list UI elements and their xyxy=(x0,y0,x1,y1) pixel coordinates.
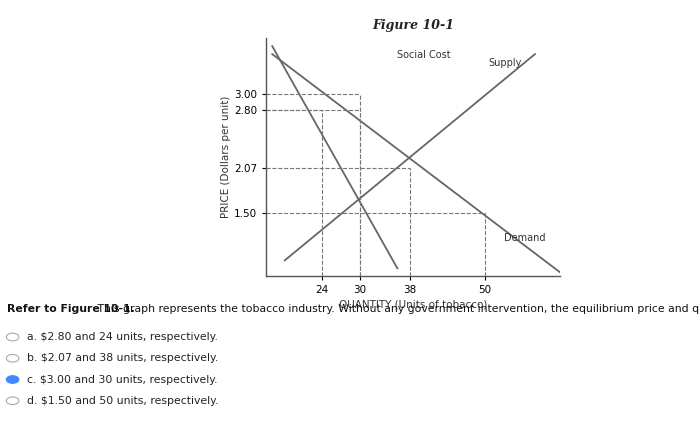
Text: Figure 10-1: Figure 10-1 xyxy=(372,19,454,32)
X-axis label: QUANTITY (Units of tobacco): QUANTITY (Units of tobacco) xyxy=(339,300,487,309)
Text: c. $3.00 and 30 units, respectively.: c. $3.00 and 30 units, respectively. xyxy=(27,374,217,385)
Text: Social Cost: Social Cost xyxy=(398,50,451,60)
Text: This graph represents the tobacco industry. Without any government intervention,: This graph represents the tobacco indust… xyxy=(94,304,700,314)
Text: d. $1.50 and 50 units, respectively.: d. $1.50 and 50 units, respectively. xyxy=(27,396,218,406)
Y-axis label: PRICE (Dollars per unit): PRICE (Dollars per unit) xyxy=(221,96,231,218)
Text: b. $2.07 and 38 units, respectively.: b. $2.07 and 38 units, respectively. xyxy=(27,353,218,363)
Text: Refer to Figure 10-1.: Refer to Figure 10-1. xyxy=(7,304,135,314)
Text: Supply: Supply xyxy=(488,58,522,68)
Text: a. $2.80 and 24 units, respectively.: a. $2.80 and 24 units, respectively. xyxy=(27,332,218,342)
Text: Demand: Demand xyxy=(504,232,545,243)
